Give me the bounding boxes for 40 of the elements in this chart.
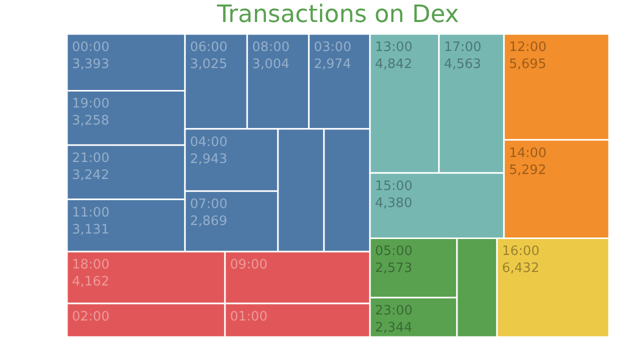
category-label: 08:00	[252, 40, 290, 55]
category-label: 06:00	[190, 40, 228, 55]
data-label: 2,869	[190, 214, 228, 230]
category-label: 21:00	[72, 151, 110, 166]
data-label: 5,695	[509, 57, 546, 72]
data-label: 2,344	[375, 320, 412, 336]
category-label: 16:00	[502, 244, 540, 260]
category-label: 18:00	[72, 258, 110, 273]
data-label: 2,974	[314, 57, 352, 72]
data-label: 4,380	[375, 196, 412, 212]
category-label: 17:00	[444, 40, 482, 55]
category-label: 09:00	[230, 258, 268, 273]
data-label: 3,025	[190, 57, 228, 72]
data-label: 4,162	[72, 274, 110, 290]
category-label: 11:00	[72, 205, 110, 220]
category-label: 07:00	[190, 197, 228, 212]
data-label: 4,842	[375, 57, 412, 72]
category-label: 12:00	[509, 40, 546, 55]
category-label: 13:00	[375, 40, 412, 55]
data-label: 5,292	[509, 162, 546, 178]
data-label: 2,943	[190, 152, 228, 167]
category-label: 00:00	[72, 40, 110, 55]
category-label: 05:00	[375, 244, 412, 260]
data-label: 3,258	[72, 114, 110, 129]
data-label: 4,563	[444, 57, 482, 72]
category-label: 04:00	[190, 134, 228, 150]
category-label: 23:00	[375, 304, 412, 319]
text: Transactions on Dex	[216, 0, 459, 28]
category-label: 15:00	[375, 179, 412, 194]
data-label: 6,432	[502, 261, 540, 276]
data-label: 2,573	[375, 261, 412, 276]
category-label: 02:00	[72, 309, 110, 324]
data-label: 3,242	[72, 168, 110, 184]
category-label: 19:00	[72, 96, 110, 112]
category-label: 01:00	[230, 309, 268, 324]
data-label: 3,004	[252, 57, 290, 72]
category-label: 14:00	[509, 146, 546, 161]
data-label: 3,393	[72, 57, 110, 72]
data-label: 3,131	[72, 222, 110, 238]
category-label: 03:00	[314, 40, 352, 55]
